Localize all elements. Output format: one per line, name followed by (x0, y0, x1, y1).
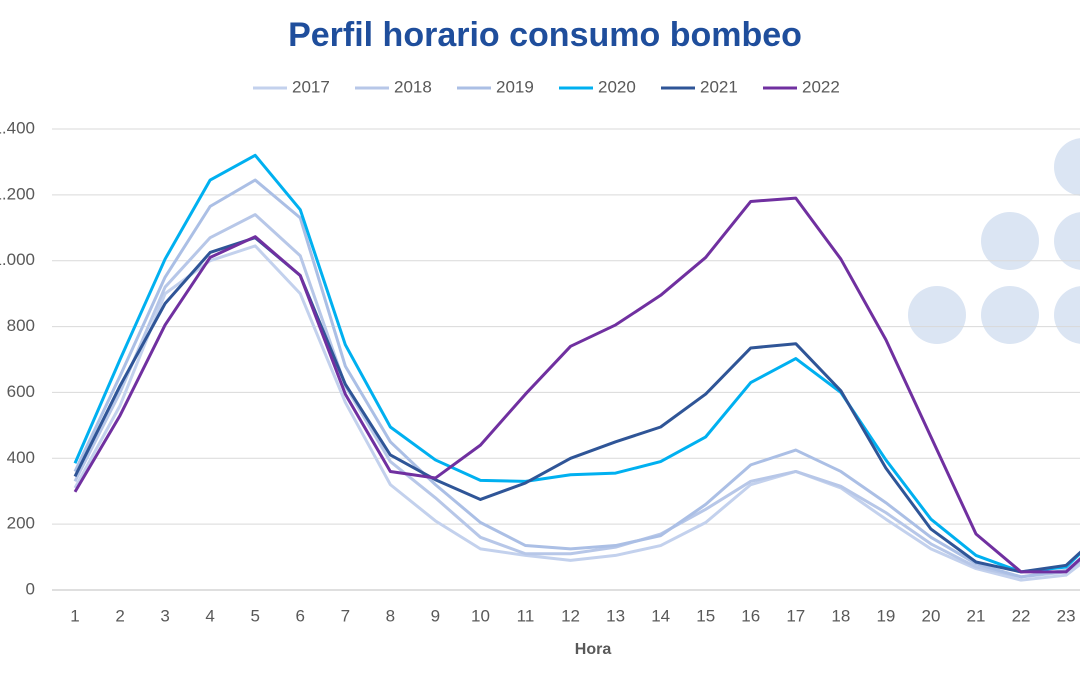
x-tick-label: 18 (831, 606, 850, 625)
x-tick-label: 22 (1012, 606, 1031, 625)
x-tick-label: 5 (250, 606, 259, 625)
series-line (73, 244, 1080, 582)
x-tick-label: 21 (967, 606, 986, 625)
legend-label: 2018 (394, 77, 432, 96)
legend-label: 2017 (292, 77, 330, 96)
x-tick-label: 6 (296, 606, 305, 625)
decor-circle (1054, 212, 1080, 270)
x-tick-label: 9 (431, 606, 440, 625)
x-tick-label: 1 (70, 606, 79, 625)
y-tick-label: 1.000 (0, 250, 35, 269)
x-tick-label: 19 (876, 606, 895, 625)
x-tick-label: 12 (561, 606, 580, 625)
y-tick-label: 1.200 (0, 184, 35, 203)
legend-label: 2021 (700, 77, 738, 96)
chart-title: Perfil horario consumo bombeo (288, 16, 802, 54)
y-tick-label: 600 (7, 382, 35, 401)
decor-circle (908, 286, 966, 344)
x-axis-title: Hora (575, 641, 612, 658)
x-tick-label: 14 (651, 606, 670, 625)
series-line (73, 196, 1080, 574)
x-tick-label: 11 (517, 606, 535, 625)
decor-circle (981, 286, 1039, 344)
y-tick-label: 0 (26, 579, 35, 598)
x-tick-label: 17 (786, 606, 805, 625)
decor-circle (1054, 138, 1080, 196)
x-tick-label: 7 (341, 606, 350, 625)
legend-label: 2020 (598, 77, 636, 96)
y-tick-label: 800 (7, 316, 35, 335)
y-tick-label: 400 (7, 448, 35, 467)
x-tick-label: 10 (471, 606, 490, 625)
x-tick-label: 3 (160, 606, 169, 625)
legend-label: 2019 (496, 77, 534, 96)
y-tick-label: 1.400 (0, 118, 35, 137)
x-tick-label: 20 (921, 606, 940, 625)
y-tick-label: 200 (7, 514, 35, 533)
decor-circle (981, 212, 1039, 270)
x-tick-label: 23 (1057, 606, 1076, 625)
x-tick-label: 15 (696, 606, 715, 625)
series-line (73, 213, 1080, 579)
legend-label: 2022 (802, 77, 840, 96)
series-line (73, 153, 1080, 574)
x-tick-label: 16 (741, 606, 760, 625)
decor-circle (1054, 286, 1080, 344)
series-line (73, 178, 1080, 579)
x-tick-label: 8 (386, 606, 395, 625)
x-tick-label: 4 (205, 606, 214, 625)
x-tick-label: 13 (606, 606, 625, 625)
x-tick-label: 2 (115, 606, 124, 625)
